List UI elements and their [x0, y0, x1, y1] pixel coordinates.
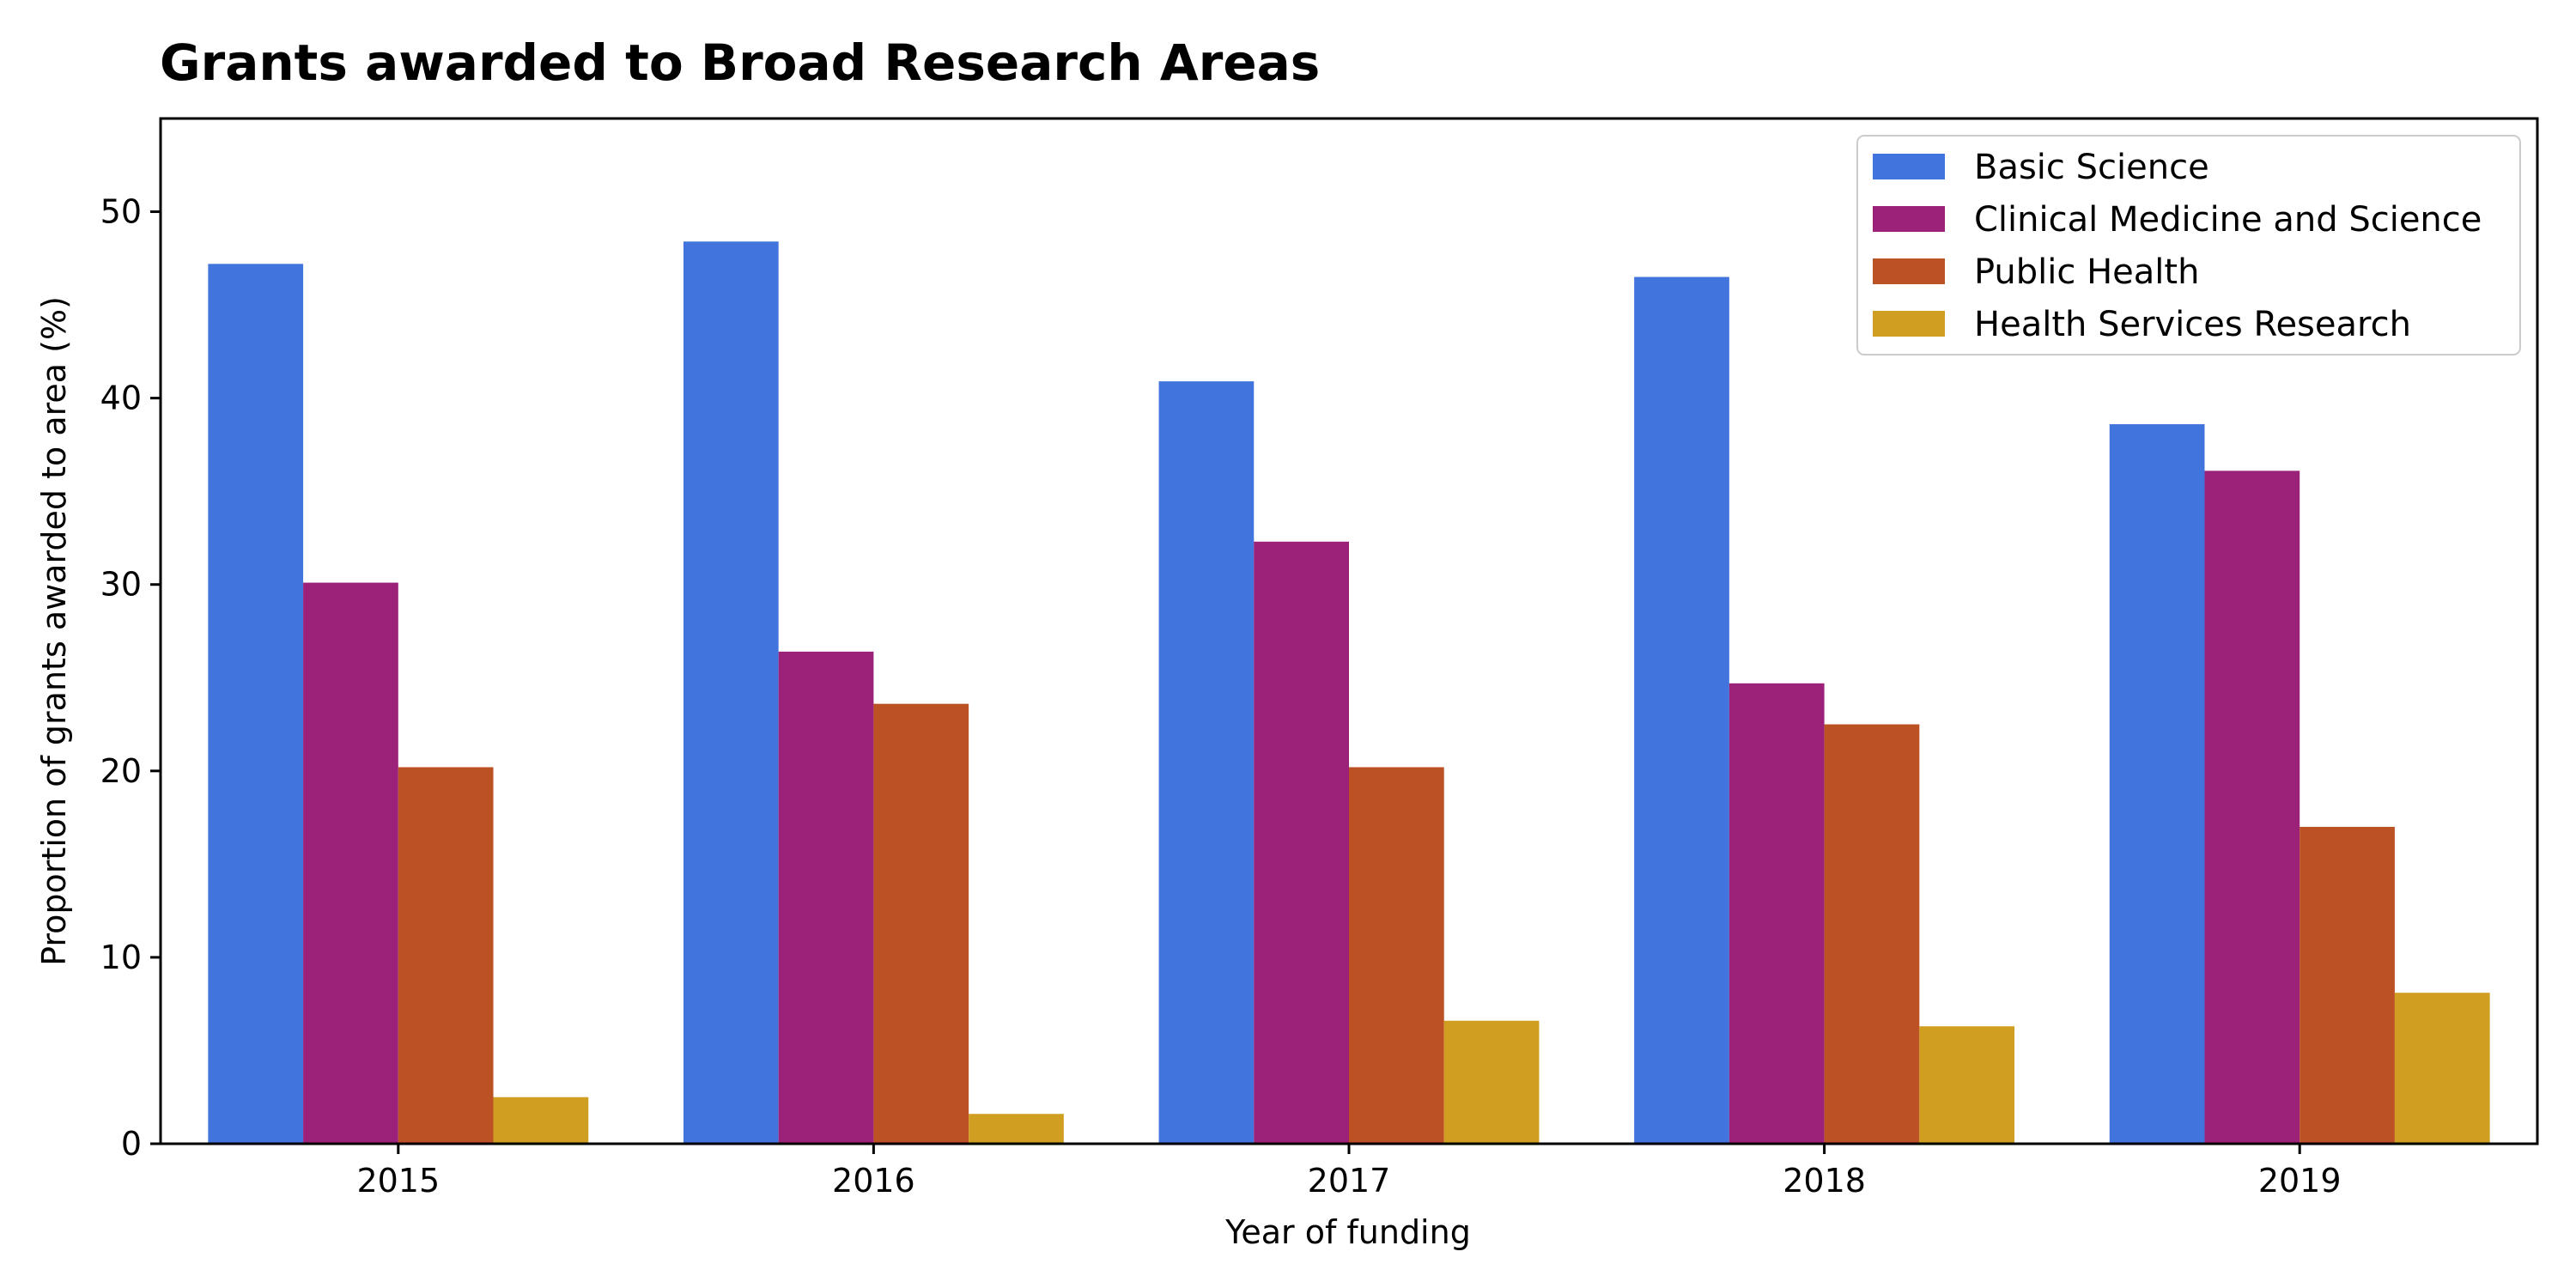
x-tick-label: 2016	[832, 1162, 915, 1200]
bar-health-services-research-2018	[1919, 1026, 2015, 1144]
bar-clinical-medicine-and-science-2018	[1728, 683, 1825, 1144]
bar-public-health-2019	[2300, 826, 2395, 1144]
bar-public-health-2015	[398, 767, 494, 1144]
x-axis-label: Year of funding	[1224, 1213, 1471, 1251]
bar-health-services-research-2016	[969, 1114, 1064, 1144]
bar-clinical-medicine-and-science-2017	[1254, 541, 1349, 1144]
y-tick-label: 10	[100, 939, 142, 976]
legend: Basic Science Clinical Medicine and Scien…	[1856, 135, 2521, 355]
legend-swatch	[1873, 154, 1945, 179]
bar-basic-science-2015	[208, 264, 304, 1144]
legend-swatch	[1873, 258, 1945, 284]
bar-health-services-research-2019	[2394, 993, 2490, 1144]
x-tick-label: 2015	[356, 1162, 440, 1200]
legend-label: Public Health	[1974, 252, 2199, 292]
bar-health-services-research-2015	[493, 1097, 589, 1144]
legend-label: Clinical Medicine and Science	[1974, 200, 2482, 240]
bar-clinical-medicine-and-science-2016	[778, 651, 874, 1144]
y-tick-label: 30	[100, 566, 142, 604]
bar-public-health-2016	[873, 703, 969, 1144]
y-axis-label: Proportion of grants awarded to area (%)	[35, 296, 73, 966]
bar-public-health-2017	[1349, 767, 1444, 1144]
bar-clinical-medicine-and-science-2015	[303, 582, 398, 1144]
bar-health-services-research-2017	[1443, 1020, 1540, 1144]
legend-swatch	[1873, 206, 1945, 232]
plot-frame	[159, 117, 2539, 1145]
y-tick-label: 0	[121, 1125, 142, 1163]
legend-label: Health Services Research	[1974, 305, 2411, 344]
bars-group	[208, 241, 2490, 1145]
legend-frame	[1856, 135, 2521, 355]
legend-label: Basic Science	[1974, 148, 2209, 187]
bar-basic-science-2018	[1634, 276, 1729, 1144]
y-tick-label: 40	[100, 380, 142, 417]
bar-basic-science-2017	[1158, 381, 1255, 1145]
y-tick-label: 50	[100, 193, 142, 231]
bar-basic-science-2016	[683, 241, 779, 1144]
x-tick-label: 2019	[2258, 1162, 2342, 1200]
bar-public-health-2018	[1824, 724, 1920, 1144]
bar-clinical-medicine-and-science-2019	[2204, 471, 2300, 1144]
y-axis: 0 10 20 30 40 50	[100, 193, 161, 1163]
x-axis: 2015 2016 2017 2018 2019	[356, 1144, 2342, 1200]
legend-swatch	[1873, 311, 1945, 337]
x-tick-label: 2017	[1308, 1162, 1391, 1200]
x-tick-label: 2018	[1783, 1162, 1866, 1200]
bar-basic-science-2019	[2109, 424, 2205, 1145]
y-tick-label: 20	[100, 752, 142, 790]
chart-title: Grants awarded to Broad Research Areas	[160, 33, 1320, 92]
